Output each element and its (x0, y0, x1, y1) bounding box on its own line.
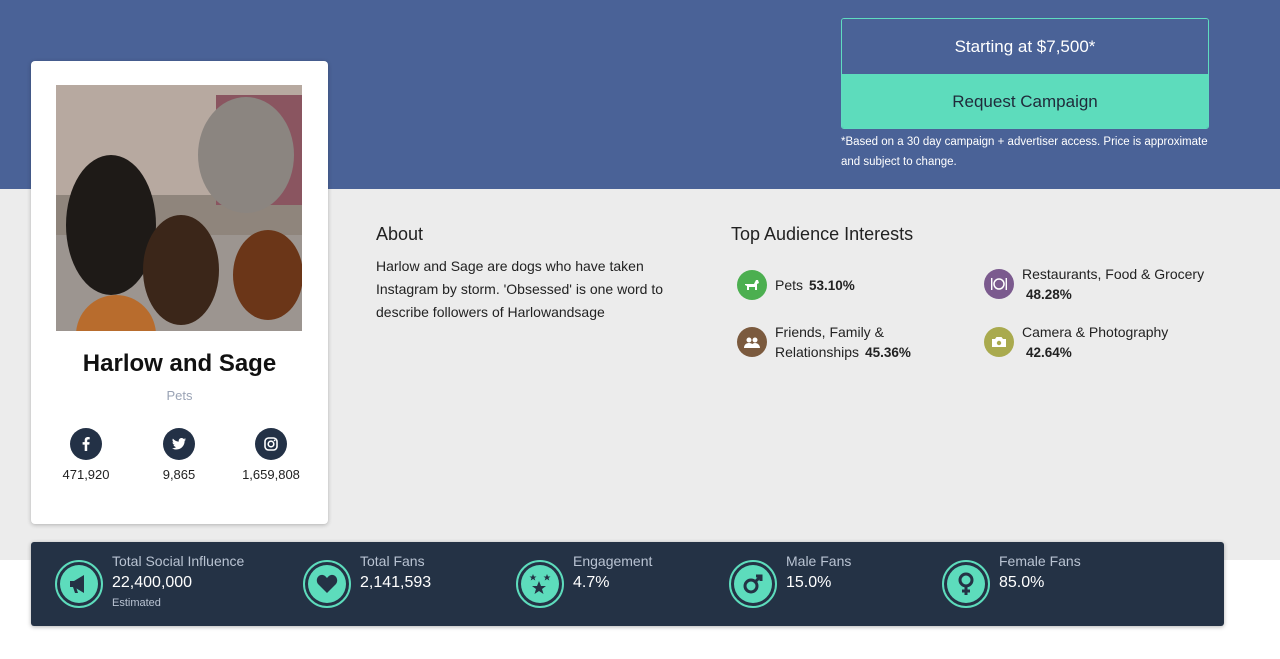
dining-icon (984, 269, 1014, 299)
interest-percent: 53.10% (809, 278, 855, 293)
facebook-stat: 471,920 (41, 428, 131, 482)
stat-label: Female Fans (999, 553, 1081, 569)
twitter-count: 9,865 (162, 467, 196, 482)
facebook-icon[interactable] (70, 428, 102, 460)
interest-friends-family: Friends, Family & Relationships 45.36% (737, 322, 945, 363)
stat-label: Male Fans (786, 553, 852, 569)
interest-percent: 45.36% (865, 345, 911, 360)
twitter-icon[interactable] (163, 428, 195, 460)
stats-bar: Total Social Influence 22,400,000 Estima… (31, 542, 1224, 626)
interest-label: Camera & Photography (1022, 324, 1169, 340)
male-icon (729, 560, 777, 608)
dog-icon (737, 270, 767, 300)
instagram-stat: 1,659,808 (226, 428, 316, 482)
instagram-count: 1,659,808 (242, 467, 300, 482)
camera-icon (984, 327, 1014, 357)
profile-name: Harlow and Sage (82, 350, 277, 377)
heart-icon (303, 560, 351, 608)
profile-card: Harlow and Sage Pets 471,920 9,865 1,659… (31, 61, 328, 524)
interest-percent: 48.28% (1026, 287, 1072, 302)
twitter-stat: 9,865 (134, 428, 224, 482)
about-heading: About (376, 224, 424, 244)
stat-value: 22,400,000 (112, 574, 193, 591)
interest-percent: 42.64% (1026, 345, 1072, 360)
facebook-count: 471,920 (62, 467, 110, 482)
stat-value: 4.7% (573, 574, 610, 591)
interests-heading: Top Audience Interests (731, 224, 914, 244)
people-icon (737, 327, 767, 357)
profile-photo (56, 85, 302, 331)
interest-label: Friends, Family & Relationships (775, 324, 884, 360)
profile-category: Pets (166, 388, 193, 403)
interest-pets: Pets 53.10% (737, 270, 855, 300)
stat-label: Total Fans (360, 553, 425, 569)
request-campaign-button[interactable]: Request Campaign (842, 74, 1208, 128)
megaphone-icon (55, 560, 103, 608)
interest-label: Pets (775, 277, 804, 293)
stat-value: 15.0% (786, 574, 832, 591)
stat-value: 2,141,593 (360, 574, 432, 591)
stat-label: Total Social Influence (112, 553, 245, 569)
stat-label: Engagement (573, 553, 653, 569)
instagram-icon[interactable] (255, 428, 287, 460)
female-icon (942, 560, 990, 608)
interest-restaurants: Restaurants, Food & Grocery 48.28% (984, 264, 1218, 305)
about-text: Harlow and Sage are dogs who have taken … (376, 258, 664, 320)
price-disclaimer: *Based on a 30 day campaign + advertiser… (841, 136, 1208, 168)
stat-value: 85.0% (999, 574, 1045, 591)
interest-camera: Camera & Photography 42.64% (984, 322, 1218, 363)
stars-icon (516, 560, 564, 608)
pricing-box: Starting at $7,500* Request Campaign (841, 18, 1209, 129)
price-label: Starting at $7,500* (842, 19, 1208, 74)
interest-label: Restaurants, Food & Grocery (1022, 266, 1205, 282)
stat-sublabel: Estimated (112, 597, 161, 609)
